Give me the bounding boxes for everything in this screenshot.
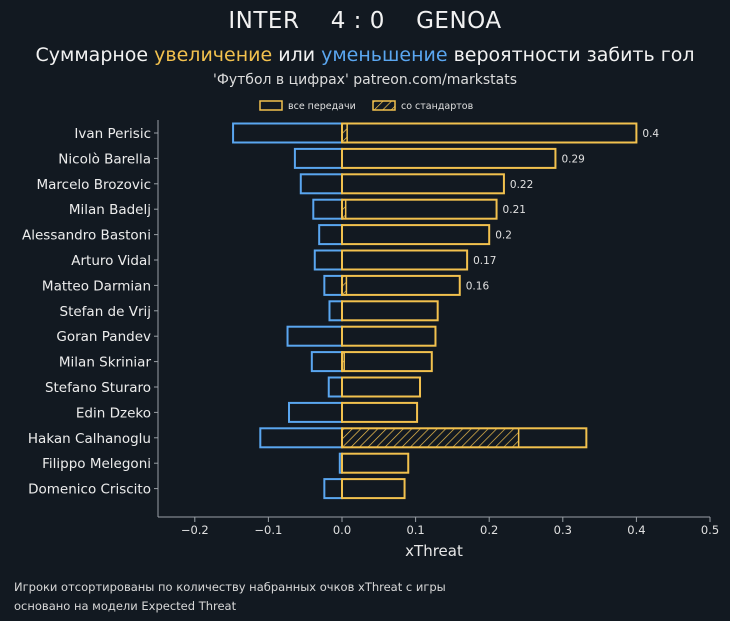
- player-label: Matteo Darmian: [42, 278, 151, 294]
- footer-line-2: основано на модели Expected Threat: [14, 599, 237, 613]
- bar-decrease: [323, 478, 343, 500]
- bar-increase: [341, 249, 469, 271]
- bar-increase: [341, 173, 505, 195]
- bar-increase: [341, 452, 410, 474]
- subtitle-part2: или: [278, 44, 316, 66]
- away-team: GENOA: [416, 8, 502, 34]
- subtitle-decrease: уменьшение: [321, 44, 448, 66]
- bar-value-label: 0.22: [510, 179, 533, 191]
- x-tick-label: −0.1: [254, 523, 282, 537]
- bar-value-label: 0.16: [466, 280, 490, 292]
- bar-decrease: [293, 147, 343, 169]
- x-tick-label: 0.1: [406, 523, 424, 537]
- player-label: Milan Badelj: [69, 202, 151, 218]
- x-tick-label: 0.3: [554, 523, 572, 537]
- bar-increase: [341, 147, 557, 169]
- player-label: Ivan Perisic: [74, 126, 151, 142]
- bar-decrease: [286, 325, 344, 347]
- bar-value-label: 0.21: [503, 204, 526, 216]
- bar-increase: [341, 401, 419, 423]
- bar-increase: [341, 122, 638, 144]
- source-credit: 'Футбол в цифрах' patreon.com/markstats: [212, 72, 518, 88]
- x-tick-label: 0.4: [627, 523, 645, 537]
- bar-decrease: [299, 173, 343, 195]
- bar-increase: [341, 224, 491, 246]
- player-label: Filippo Melegoni: [42, 456, 151, 472]
- home-team: INTER: [228, 8, 300, 34]
- bar-set-pieces: [341, 427, 520, 449]
- player-label: Hakan Calhanoglu: [28, 431, 151, 447]
- footer-line-1: Игроки отсортированы по количеству набра…: [14, 580, 446, 594]
- bar-decrease: [312, 198, 343, 220]
- legend-label-all-passes: все передачи: [288, 101, 356, 112]
- bar-decrease: [318, 224, 343, 246]
- bar-value-label: 0.4: [642, 128, 659, 140]
- subtitle-part1: Суммарное: [35, 44, 149, 66]
- subtitle-increase: увеличение: [154, 44, 273, 66]
- bar-decrease: [310, 351, 344, 373]
- x-tick-label: 0.5: [701, 523, 719, 537]
- bar-increase: [341, 427, 588, 449]
- match-title: INTER 4 : 0 GENOA: [0, 8, 730, 34]
- bar-decrease: [323, 274, 343, 296]
- bar-decrease: [259, 427, 343, 449]
- bar-increase: [341, 300, 439, 322]
- bar-value-label: 0.17: [473, 255, 496, 267]
- x-tick-label: 0.2: [480, 523, 498, 537]
- x-tick-label: −0.2: [181, 523, 209, 537]
- legend-swatch-set-pieces: [372, 100, 396, 111]
- bar-increase: [341, 198, 498, 220]
- player-label: Goran Pandev: [56, 329, 151, 345]
- bar-increase: [341, 351, 433, 373]
- player-label: Stefano Sturaro: [45, 380, 151, 396]
- bar-decrease: [288, 401, 343, 423]
- player-label: Arturo Vidal: [71, 253, 151, 269]
- bar-increase: [341, 376, 422, 398]
- player-label: Alessandro Bastoni: [22, 228, 151, 244]
- player-label: Marcelo Brozovic: [37, 177, 152, 193]
- bar-decrease: [327, 376, 344, 398]
- x-axis-label: xThreat: [405, 542, 463, 560]
- legend-label-set-pieces: со стандартов: [401, 101, 474, 112]
- bar-increase: [341, 478, 406, 500]
- bar-increase: [341, 274, 461, 296]
- x-tick-label: 0.0: [333, 523, 351, 537]
- bar-value-label: 0.29: [561, 153, 584, 165]
- chart-subtitle: Суммарное увеличение или уменьшение веро…: [0, 44, 730, 66]
- bar-decrease: [328, 300, 344, 322]
- bar-decrease: [232, 122, 344, 144]
- legend-swatch-all-passes: [259, 100, 283, 111]
- subtitle-part3: вероятности забить гол: [453, 44, 695, 66]
- player-label: Edin Dzeko: [76, 405, 151, 421]
- footer-note: Игроки отсортированы по количеству набра…: [14, 578, 446, 616]
- bar-value-label: 0.2: [495, 230, 512, 242]
- plot-area: −0.2 −0.1 0.0 0.1 0.2 0.3 0.4 0.5 xThreat все пер…: [22, 100, 719, 560]
- player-label: Domenico Criscito: [28, 482, 151, 498]
- bar-increase: [341, 325, 437, 347]
- player-label: Nicolò Barella: [58, 151, 151, 167]
- legend: все передачи со стандартов: [259, 100, 474, 112]
- score: 4 : 0: [330, 8, 385, 34]
- player-label: Milan Skriniar: [59, 355, 152, 371]
- bar-decrease: [313, 249, 344, 271]
- player-label: Stefan de Vrij: [60, 304, 152, 320]
